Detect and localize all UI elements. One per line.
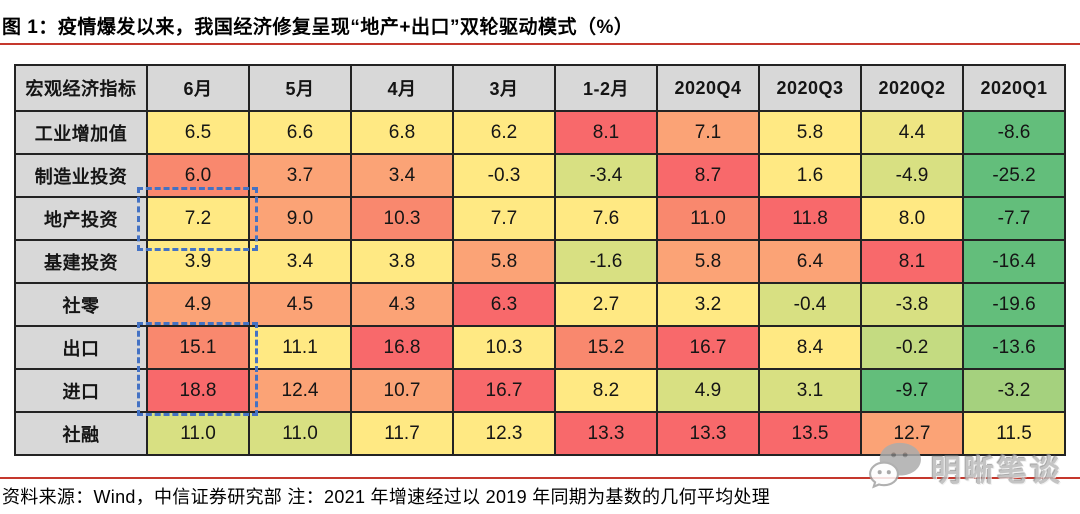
heatmap-cell: -0.3 <box>454 155 554 196</box>
heatmap-cell: 3.9 <box>148 241 248 282</box>
heatmap-cell: 8.2 <box>556 370 656 411</box>
heatmap-cell: -25.2 <box>964 155 1064 196</box>
title-underline <box>0 43 1080 45</box>
heatmap-cell: 3.4 <box>250 241 350 282</box>
heatmap-cell: 13.5 <box>760 413 860 454</box>
heatmap-cell: -7.7 <box>964 198 1064 239</box>
heatmap-cell: 11.0 <box>658 198 758 239</box>
heatmap-cell: 16.8 <box>352 327 452 368</box>
row-label: 基建投资 <box>16 241 146 282</box>
column-header: 2020Q3 <box>760 66 860 110</box>
source-note: 资料来源：Wind，中信证券研究部 注：2021 年增速经过以 2019 年同期… <box>2 487 771 507</box>
heatmap-cell: 4.4 <box>862 112 962 153</box>
heatmap-cell: 12.3 <box>454 413 554 454</box>
row-label: 进口 <box>16 370 146 411</box>
heatmap-cell: 7.2 <box>148 198 248 239</box>
heatmap-cell: 16.7 <box>454 370 554 411</box>
heatmap-cell: 15.1 <box>148 327 248 368</box>
row-label: 工业增加值 <box>16 112 146 153</box>
heatmap-cell: 18.8 <box>148 370 248 411</box>
heatmap-cell: -3.4 <box>556 155 656 196</box>
column-header: 3月 <box>454 66 554 110</box>
heatmap-cell: 10.3 <box>352 198 452 239</box>
figure-title: 图 1：疫情爆发以来，我国经济修复呈现“地产+出口”双轮驱动模式（%） <box>2 17 634 38</box>
heatmap-cell: 11.7 <box>352 413 452 454</box>
heatmap-cell: -0.4 <box>760 284 860 325</box>
heatmap-cell: 4.5 <box>250 284 350 325</box>
heatmap-cell: 11.1 <box>250 327 350 368</box>
heatmap-cell: -9.7 <box>862 370 962 411</box>
heatmap-cell: 6.3 <box>454 284 554 325</box>
column-header: 2020Q2 <box>862 66 962 110</box>
heatmap-cell: 3.7 <box>250 155 350 196</box>
heatmap-cell: -1.6 <box>556 241 656 282</box>
heatmap-cell: 7.6 <box>556 198 656 239</box>
heatmap-cell: 16.7 <box>658 327 758 368</box>
heatmap-cell: 7.7 <box>454 198 554 239</box>
heatmap-cell: 6.4 <box>760 241 860 282</box>
heatmap-cell: -3.2 <box>964 370 1064 411</box>
column-header: 4月 <box>352 66 452 110</box>
watermark-label: 明晰笔谈 <box>931 454 1063 488</box>
column-header: 2020Q1 <box>964 66 1064 110</box>
heatmap-cell: 1.6 <box>760 155 860 196</box>
heatmap-cell: 10.7 <box>352 370 452 411</box>
heatmap-cell: 11.0 <box>250 413 350 454</box>
heatmap-cell: 6.5 <box>148 112 248 153</box>
heatmap-cell: 6.8 <box>352 112 452 153</box>
heatmap-cell: 3.2 <box>658 284 758 325</box>
heatmap-cell: -8.6 <box>964 112 1064 153</box>
heatmap-cell: 6.0 <box>148 155 248 196</box>
macro-table: 宏观经济指标 6月 5月 4月 3月 1-2月 2020Q4 2020Q3 2020Q2 2020… <box>14 64 1066 456</box>
heatmap-cell: 10.3 <box>454 327 554 368</box>
heatmap-cell: 9.0 <box>250 198 350 239</box>
heatmap-cell: 2.7 <box>556 284 656 325</box>
heatmap-cell: 5.8 <box>658 241 758 282</box>
column-header: 2020Q4 <box>658 66 758 110</box>
heatmap-cell: 8.1 <box>556 112 656 153</box>
column-header: 6月 <box>148 66 248 110</box>
heatmap-cell: 11.5 <box>964 413 1064 454</box>
heatmap-cell: 5.8 <box>454 241 554 282</box>
bottom-rule <box>0 477 1080 479</box>
heatmap-cell: -13.6 <box>964 327 1064 368</box>
heatmap-cell: 4.3 <box>352 284 452 325</box>
heatmap-cell: 4.9 <box>658 370 758 411</box>
heatmap-cell: 13.3 <box>556 413 656 454</box>
corner-header: 宏观经济指标 <box>16 66 146 110</box>
heatmap-cell: -0.2 <box>862 327 962 368</box>
row-label: 出口 <box>16 327 146 368</box>
heatmap-cell: 15.2 <box>556 327 656 368</box>
row-label: 社融 <box>16 413 146 454</box>
heatmap-cell: -16.4 <box>964 241 1064 282</box>
row-label: 社零 <box>16 284 146 325</box>
wechat-icon <box>868 441 924 494</box>
heatmap-cell: -3.8 <box>862 284 962 325</box>
heatmap-cell: 8.4 <box>760 327 860 368</box>
wechat-watermark: 明晰笔谈 <box>868 441 1063 494</box>
heatmap-cell: 4.9 <box>148 284 248 325</box>
heatmap-cell: 3.8 <box>352 241 452 282</box>
row-label: 制造业投资 <box>16 155 146 196</box>
heatmap-cell: 5.8 <box>760 112 860 153</box>
column-header: 5月 <box>250 66 350 110</box>
heatmap-cell: 8.1 <box>862 241 962 282</box>
column-header: 1-2月 <box>556 66 656 110</box>
heatmap-cell: -4.9 <box>862 155 962 196</box>
row-label: 地产投资 <box>16 198 146 239</box>
heatmap-cell: 6.2 <box>454 112 554 153</box>
heatmap-cell: 8.0 <box>862 198 962 239</box>
heatmap-cell: 6.6 <box>250 112 350 153</box>
heatmap-cell: 3.1 <box>760 370 860 411</box>
heatmap-cell: 11.8 <box>760 198 860 239</box>
heatmap-cell: 8.7 <box>658 155 758 196</box>
heatmap-cell: 3.4 <box>352 155 452 196</box>
heatmap-cell: 7.1 <box>658 112 758 153</box>
heatmap-cell: -19.6 <box>964 284 1064 325</box>
heatmap-cell: 11.0 <box>148 413 248 454</box>
heatmap-cell: 13.3 <box>658 413 758 454</box>
heatmap-cell: 12.4 <box>250 370 350 411</box>
